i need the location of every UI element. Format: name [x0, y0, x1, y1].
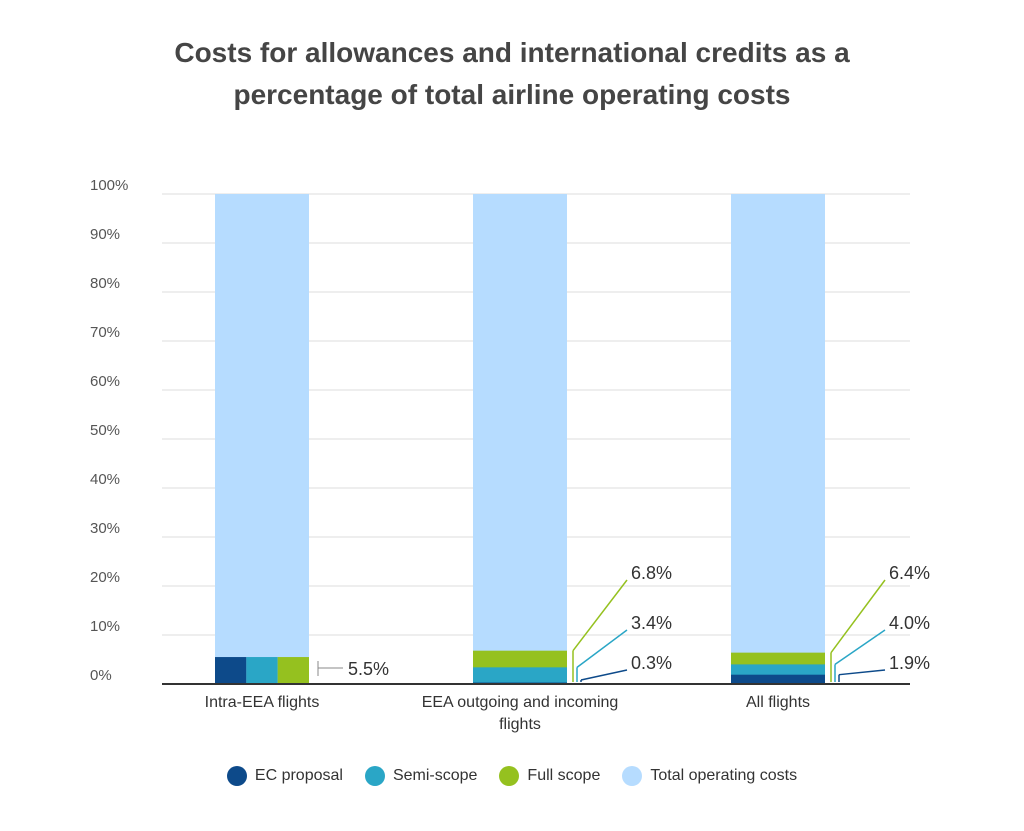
y-tick-label-30: 30%	[90, 520, 120, 537]
bar-total-operating-costs-0	[215, 194, 309, 684]
x-tick-label-1-1: flights	[499, 716, 541, 733]
legend-swatch-total-operating-costs	[622, 766, 643, 786]
stacked-bar-chart: 0% 10% 20% 30% 40% 50% 60% 70% 80% 90% 100% Intra-E…	[90, 177, 930, 733]
legend-item-semi-scope[interactable]: Semi-scope	[364, 766, 478, 786]
legend-label-full-scope: Full scope	[527, 767, 601, 784]
legend-item-ec-proposal[interactable]: EC proposal	[226, 766, 343, 786]
data-label-ec-proposal-2: 1.9%	[889, 653, 930, 673]
y-tick-label-100: 100%	[90, 177, 128, 194]
data-label-semi-scope-1: 3.4%	[631, 613, 672, 633]
legend-item-total-operating-costs[interactable]: Total operating costs	[622, 766, 797, 786]
data-label-full-scope-0: 5.5%	[348, 659, 389, 679]
legend-swatch-full-scope	[499, 766, 520, 786]
y-tick-label-40: 40%	[90, 471, 120, 488]
y-tick-label-10: 10%	[90, 618, 120, 635]
bar-total-operating-costs-1	[473, 194, 567, 684]
leader-line-full-scope-2	[830, 579, 886, 654]
data-label-ec-proposal-1: 0.3%	[631, 653, 672, 673]
y-tick-label-20: 20%	[90, 569, 120, 586]
y-tick-label-70: 70%	[90, 324, 120, 341]
leader-line-semi-scope-2	[834, 629, 886, 666]
legend-item-full-scope[interactable]: Full scope	[499, 766, 600, 786]
bar-total-operating-costs-2	[731, 194, 825, 684]
x-tick-label-0-0: Intra-EEA flights	[205, 694, 320, 711]
bar-semi-scope-1	[473, 667, 567, 684]
legend-swatch-ec-proposal	[226, 766, 247, 786]
x-tick-label-1-0: EEA outgoing and incoming	[422, 694, 619, 711]
data-label-full-scope-1: 6.8%	[631, 563, 672, 583]
legend-label-total-operating-costs: Total operating costs	[650, 767, 798, 784]
bar-ec-proposal-2	[731, 674, 825, 684]
bar-semi-scope-0	[246, 657, 278, 684]
y-tick-label-0: 0%	[90, 667, 112, 684]
chart-title-line-2: percentage of total airline operating co…	[233, 79, 791, 110]
legend-label-ec-proposal: EC proposal	[254, 767, 343, 784]
y-tick-label-90: 90%	[90, 226, 120, 243]
bar-full-scope-0	[277, 657, 309, 684]
y-tick-label-80: 80%	[90, 275, 120, 292]
chart-legend: EC proposal Semi-scope Full scope Total …	[0, 766, 1024, 786]
bar-ec-proposal-0	[215, 657, 247, 684]
leader-line-full-scope-1	[572, 579, 628, 652]
y-tick-label-50: 50%	[90, 422, 120, 439]
x-tick-label-2-0: All flights	[746, 694, 810, 711]
y-tick-label-60: 60%	[90, 373, 120, 390]
chart-title-line-1: Costs for allowances and international c…	[174, 37, 850, 68]
chart-title: Costs for allowances and international c…	[0, 32, 1024, 116]
leader-line-ec-proposal-1	[580, 669, 628, 681]
legend-swatch-semi-scope	[364, 766, 385, 786]
leader-line-ec-proposal-2	[838, 669, 886, 676]
data-label-full-scope-2: 6.4%	[889, 563, 930, 583]
leader-line-semi-scope-1	[576, 629, 628, 668]
legend-label-semi-scope: Semi-scope	[392, 767, 478, 784]
data-label-semi-scope-2: 4.0%	[889, 613, 930, 633]
